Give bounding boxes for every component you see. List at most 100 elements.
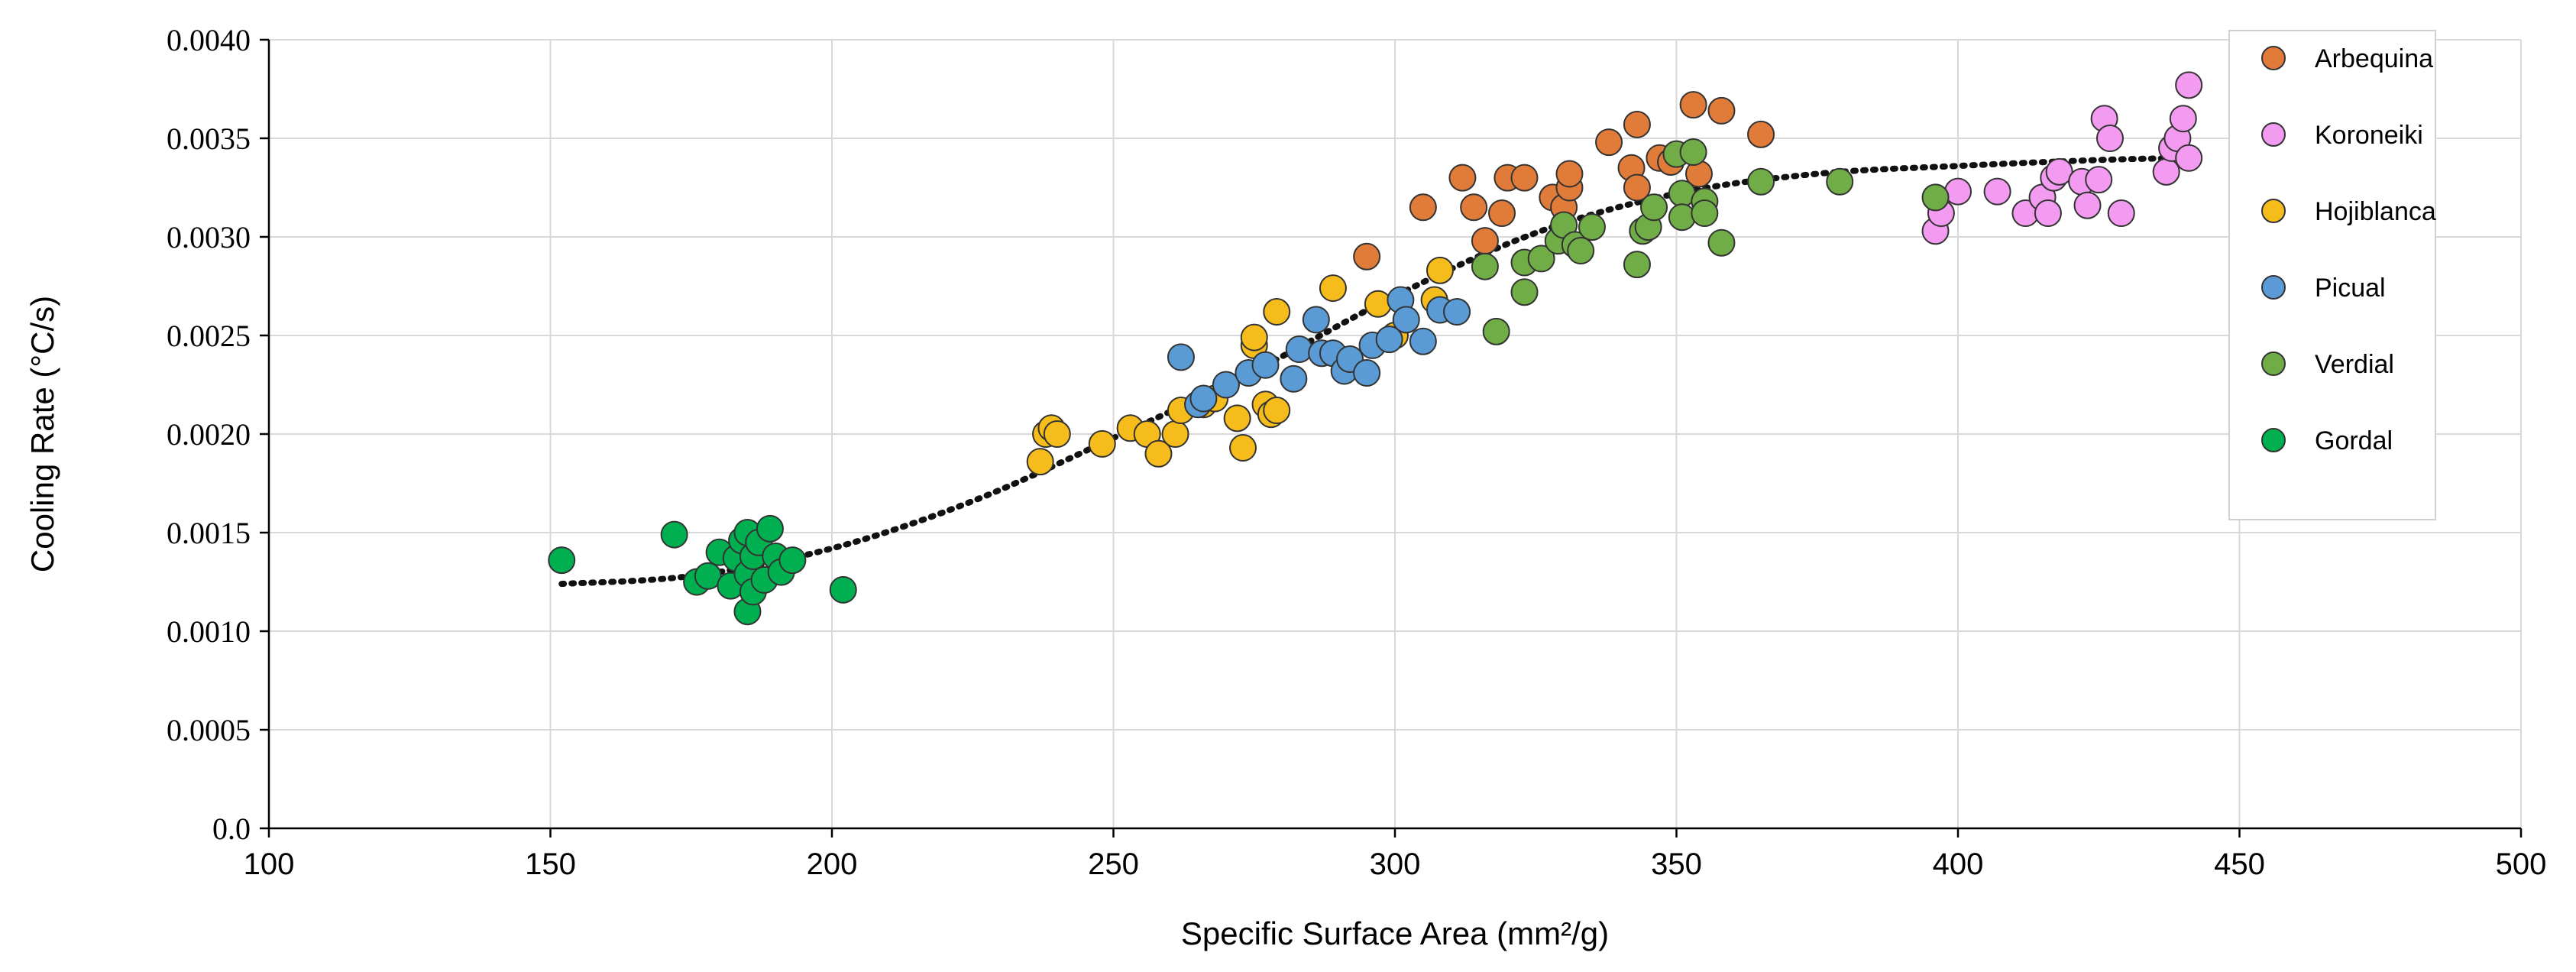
legend-marker: [2261, 428, 2286, 452]
legend-label: Koroneiki: [2315, 121, 2423, 150]
x-tick-label: 350: [1651, 847, 1702, 881]
data-point: [1167, 343, 1195, 371]
data-point: [2085, 166, 2113, 194]
data-point: [2073, 191, 2102, 219]
data-point: [1707, 96, 1736, 125]
data-point: [2169, 105, 2197, 133]
data-point: [1426, 256, 1454, 284]
x-tick-label: 250: [1088, 847, 1139, 881]
legend-label: Picual: [2315, 274, 2386, 303]
y-tick-label: 0.0040: [167, 23, 251, 57]
data-point: [1623, 173, 1651, 202]
data-point: [1026, 448, 1054, 476]
data-point: [1578, 213, 1606, 241]
data-point: [1285, 335, 1313, 364]
data-point: [1983, 177, 2011, 206]
legend: Arbequina Koroneiki Hojiblanca Picual Verdia…: [2228, 30, 2436, 520]
data-point: [2034, 199, 2062, 228]
data-point: [1567, 237, 1595, 265]
data-point: [829, 575, 857, 604]
data-point: [1353, 242, 1381, 271]
data-point: [1375, 326, 1403, 354]
legend-marker: [2261, 46, 2286, 70]
y-tick-label: 0.0020: [167, 417, 251, 452]
data-point: [2107, 199, 2135, 228]
data-point: [2152, 157, 2180, 186]
y-tick-label: 0.0: [212, 812, 251, 846]
legend-label: Verdial: [2315, 350, 2394, 379]
x-tick-label: 300: [1370, 847, 1421, 881]
data-point: [1944, 177, 1972, 206]
data-point: [2175, 71, 2203, 99]
series-gordal: [548, 514, 857, 626]
data-point: [1623, 110, 1651, 138]
y-tick-label: 0.0015: [167, 516, 251, 550]
data-point: [1747, 120, 1775, 148]
series-picual: [1167, 286, 1471, 419]
legend-marker: [2261, 275, 2286, 300]
y-tick-label: 0.0035: [167, 122, 251, 156]
legend-marker: [2261, 199, 2286, 223]
x-tick-label: 150: [525, 847, 576, 881]
data-point: [1223, 404, 1251, 433]
data-point: [548, 546, 576, 575]
data-point: [756, 514, 784, 543]
x-tick-label: 500: [2496, 847, 2547, 881]
data-point: [1707, 228, 1736, 257]
legend-label: Arbequina: [2315, 44, 2433, 73]
data-point: [1088, 429, 1116, 458]
y-axis-title: Cooling Rate (°C/s): [24, 296, 60, 572]
data-point: [1460, 193, 1488, 222]
data-point: [1471, 252, 1499, 280]
data-point: [1510, 278, 1539, 306]
x-tick-label: 450: [2214, 847, 2265, 881]
data-point: [778, 546, 807, 575]
legend-marker: [2261, 352, 2286, 376]
data-point: [1240, 323, 1268, 352]
data-point: [1668, 203, 1696, 232]
data-point: [1448, 164, 1477, 192]
y-tick-label: 0.0010: [167, 614, 251, 649]
data-point: [1189, 384, 1218, 413]
data-point: [1443, 298, 1471, 326]
data-point: [1471, 227, 1499, 255]
y-tick-label: 0.0025: [167, 319, 251, 353]
x-tick-label: 400: [1933, 847, 1984, 881]
data-point: [1229, 434, 1257, 462]
data-point: [1263, 298, 1291, 326]
data-point: [1482, 317, 1510, 345]
data-point: [1640, 193, 1668, 222]
data-point: [2175, 144, 2203, 172]
x-tick-label: 100: [244, 847, 295, 881]
data-point: [1353, 359, 1381, 387]
data-point: [1144, 439, 1173, 468]
y-tick-label: 0.0005: [167, 713, 251, 747]
data-point: [1263, 397, 1291, 425]
data-point: [660, 520, 688, 549]
series-koroneiki: [1921, 71, 2203, 245]
series-verdial: [1471, 138, 1950, 345]
data-point: [1280, 364, 1308, 393]
x-tick-label: 200: [807, 847, 858, 881]
data-point: [1043, 420, 1071, 448]
data-point: [1623, 251, 1651, 279]
legend-marker: [2261, 122, 2286, 147]
points-layer: [548, 71, 2203, 626]
data-point: [1826, 167, 1854, 196]
data-point: [1921, 183, 1950, 212]
data-point: [1555, 160, 1584, 188]
data-point: [1251, 351, 1280, 379]
data-point: [1409, 193, 1437, 222]
data-point: [1510, 164, 1539, 192]
data-point: [1488, 199, 1516, 228]
y-tick-label: 0.0030: [167, 220, 251, 254]
data-point: [1679, 91, 1707, 119]
x-axis-title: Specific Surface Area (mm²/g): [1181, 915, 1609, 951]
data-point: [1409, 327, 1437, 355]
data-point: [1364, 290, 1392, 318]
data-point: [1691, 199, 1719, 228]
data-point: [1679, 138, 1707, 167]
data-point: [1392, 306, 1420, 334]
legend-label: Hojiblanca: [2315, 197, 2436, 226]
